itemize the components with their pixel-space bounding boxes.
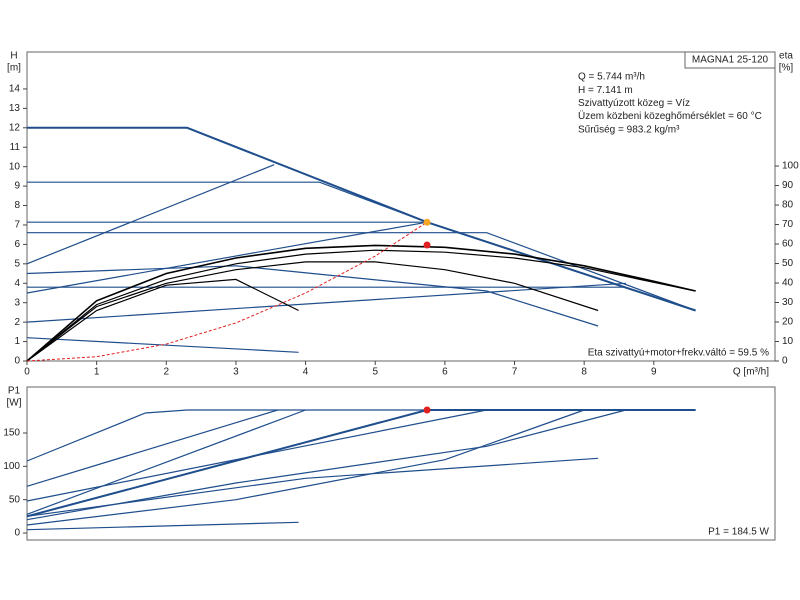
y-tick-label: 12 [9, 122, 21, 133]
curve [26, 457, 599, 517]
y2-tick-label: 100 [782, 161, 799, 172]
x-tick-label: 4 [303, 367, 309, 378]
plot-frame [26, 51, 776, 362]
y-axis-label: H [10, 51, 17, 62]
y-axis-label: [W] [7, 398, 22, 409]
curve [26, 409, 306, 515]
y2-tick-label: 60 [782, 239, 794, 250]
y-tick-label: 0 [14, 356, 20, 367]
info-line: H = 7.141 m [578, 85, 633, 96]
x-tick-label: 1 [94, 367, 100, 378]
curve [26, 261, 599, 362]
curve [26, 282, 627, 323]
curve [26, 409, 278, 487]
y2-tick-label: 0 [782, 356, 788, 367]
curve [26, 409, 627, 521]
curve [26, 244, 696, 362]
x-tick-label: 6 [442, 367, 448, 378]
y-tick-label: 8 [14, 200, 20, 211]
y2-tick-label: 20 [782, 317, 794, 328]
y2-tick-label: 50 [782, 258, 794, 269]
curve [26, 221, 428, 294]
y-tick-label: 1 [14, 336, 20, 347]
x-tick-label: 2 [164, 367, 170, 378]
x-tick-label: 7 [512, 367, 518, 378]
curve [26, 249, 696, 362]
note: Eta szivattyú+motor+frekv.váltó = 59.5 % [588, 348, 769, 359]
x-tick-label: 9 [651, 367, 657, 378]
info-line: Q = 5.744 m³/h [578, 72, 645, 83]
curve [26, 409, 585, 526]
curve [26, 164, 275, 265]
y2-axis-label: [%] [779, 63, 794, 74]
y-axis-label: [m] [7, 63, 21, 74]
y2-tick-label: 70 [782, 219, 794, 230]
operating-point [423, 406, 431, 414]
y2-tick-label: 90 [782, 180, 794, 191]
curve [26, 265, 599, 327]
x-tick-label: 0 [24, 367, 30, 378]
y-tick-label: 0 [14, 528, 20, 539]
y-tick-label: 7 [14, 220, 20, 231]
curve [26, 409, 696, 518]
x-tick-label: 5 [372, 367, 378, 378]
x-tick-label: 3 [233, 367, 239, 378]
y-tick-label: 2 [14, 317, 20, 328]
operating-point [423, 241, 431, 249]
y-tick-label: 6 [14, 239, 20, 250]
y-tick-label: 9 [14, 181, 20, 192]
curve [27, 126, 696, 312]
info-line: Szivattyúzott közeg = Víz [578, 98, 690, 109]
y2-tick-label: 40 [782, 278, 794, 289]
curve [26, 278, 299, 362]
y-tick-label: 150 [3, 428, 20, 439]
y-tick-label: 50 [9, 494, 21, 505]
y-tick-label: 5 [14, 258, 20, 269]
curve [26, 409, 696, 462]
y2-tick-label: 10 [782, 336, 794, 347]
curve [26, 409, 487, 502]
curve [27, 232, 696, 312]
plot-frame [26, 386, 776, 541]
x-axis-label: Q [m³/h] [733, 367, 769, 378]
y-tick-label: 13 [9, 103, 21, 114]
y-tick-label: 100 [3, 461, 20, 472]
y2-tick-label: 80 [782, 200, 794, 211]
curve [26, 221, 428, 362]
curve [27, 181, 428, 223]
y-tick-label: 11 [10, 142, 21, 153]
y2-tick-label: 30 [782, 297, 794, 308]
info-line: Üzem közbeni közeghőmérséklet = 60 °C [578, 110, 762, 122]
note: P1 = 184.5 W [708, 527, 769, 538]
x-tick-label: 8 [581, 367, 587, 378]
model-label: MAGNA1 25-120 [692, 55, 769, 66]
y-tick-label: 10 [9, 161, 21, 172]
info-line: Sűrűség = 983.2 kg/m³ [578, 124, 680, 135]
y-axis-label: P1 [8, 386, 21, 397]
operating-point [423, 218, 431, 226]
y-tick-label: 3 [14, 297, 20, 308]
curve [26, 521, 299, 531]
model-box [684, 51, 776, 69]
y-tick-label: 14 [9, 84, 21, 95]
y2-axis-label: eta [779, 51, 793, 62]
y-tick-label: 4 [14, 278, 20, 289]
